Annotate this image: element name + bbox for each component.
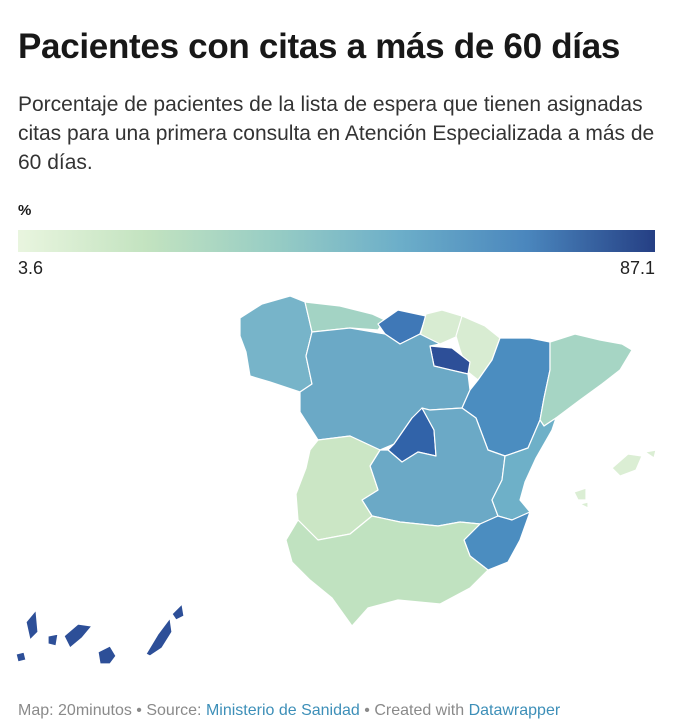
region-galicia[interactable] (239, 295, 313, 393)
chart-title: Pacientes con citas a más de 60 días (18, 27, 621, 66)
legend-min-label: 3.6 (18, 258, 44, 278)
region-asturias[interactable] (304, 301, 386, 333)
footer-separator: • (131, 702, 147, 719)
datawrapper-link[interactable]: Datawrapper (468, 702, 561, 719)
legend-color-scale (18, 230, 655, 252)
source-label: Source: (146, 702, 206, 719)
legend-max-label: 87.1 (619, 258, 655, 278)
footer-separator: • (359, 702, 375, 719)
region-andalucia[interactable] (285, 515, 489, 627)
legend-unit: % (18, 202, 32, 219)
spain-map (15, 295, 657, 665)
source-link[interactable]: Ministerio de Sanidad (205, 702, 360, 719)
region-canarias[interactable] (15, 603, 185, 665)
region-cataluna[interactable] (539, 333, 633, 427)
created-with-label: Created with (374, 702, 469, 719)
footer-credits: Map: 20minutos • Source: Ministerio de S… (18, 702, 560, 720)
map-credit: Map: 20minutos (18, 702, 132, 719)
chart-subtitle: Porcentaje de pacientes de la lista de e… (18, 93, 655, 174)
region-baleares[interactable] (573, 449, 657, 509)
region-comunidad-valenciana[interactable] (491, 417, 557, 521)
